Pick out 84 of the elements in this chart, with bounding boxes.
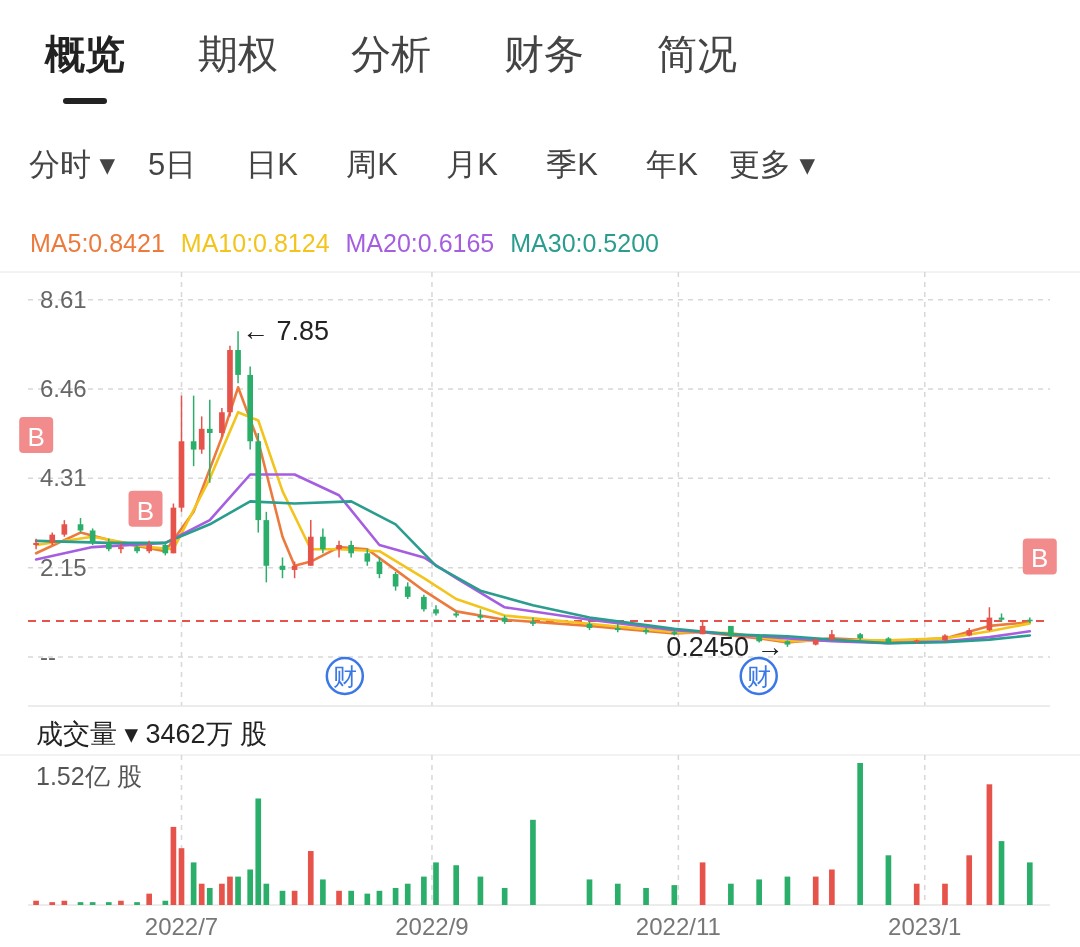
- bar: [728, 883, 734, 905]
- candlestick: [198, 415, 205, 455]
- bar: [756, 879, 762, 905]
- bar: [348, 890, 354, 905]
- bar: [320, 879, 326, 905]
- text: MA30:0.5200: [510, 229, 659, 257]
- text: MA10:0.8124: [180, 229, 330, 257]
- y-tick-label: 6.46: [40, 375, 87, 403]
- bar: [255, 798, 262, 905]
- annotation: B: [1031, 543, 1049, 574]
- bar: [219, 883, 225, 905]
- candlestick: [392, 571, 399, 592]
- bar: [247, 869, 253, 905]
- y-tick-label: 2.15: [40, 553, 87, 581]
- y-tick-label: --: [40, 643, 56, 671]
- bar: [134, 902, 140, 905]
- text: 5日: [147, 147, 197, 182]
- text: 概览: [44, 32, 125, 76]
- text: 周K: [346, 147, 399, 182]
- x-tick-label: 2022/11: [635, 913, 721, 940]
- text: MA5:0.8421: [30, 229, 165, 257]
- bar: [307, 851, 314, 905]
- bar: [206, 887, 213, 905]
- candlestick: [190, 394, 197, 467]
- bar: [586, 879, 593, 905]
- bar: [530, 819, 536, 905]
- text: 财务: [504, 32, 584, 76]
- candlestick: [33, 538, 39, 550]
- x-tick-label: 2023/1: [888, 913, 962, 940]
- y-tick-label: 8.61: [40, 285, 87, 313]
- bar: [913, 883, 920, 905]
- text: 简况: [657, 32, 737, 76]
- annotation: B: [136, 495, 155, 526]
- bar: [235, 876, 241, 905]
- candlestick: [206, 399, 213, 484]
- text: MA20:0.6165: [345, 229, 495, 257]
- text: 月K: [446, 147, 499, 182]
- candlestick: [614, 623, 621, 633]
- bar: [118, 900, 124, 905]
- bar: [89, 902, 96, 905]
- bar: [942, 883, 948, 905]
- bar: [33, 900, 39, 905]
- text: 更多 ▾: [728, 147, 816, 182]
- x-tick-label: 2022/7: [144, 913, 219, 940]
- bar: [643, 887, 649, 905]
- bar: [105, 902, 112, 905]
- candlestick: [530, 616, 536, 627]
- bar: [404, 883, 411, 905]
- bar: [453, 865, 460, 905]
- text: 分析: [351, 32, 431, 76]
- bar: [77, 902, 84, 905]
- bar: [227, 876, 233, 905]
- text: 季K: [546, 147, 599, 182]
- bar: [433, 862, 439, 905]
- bar: [146, 893, 153, 905]
- annotation: 财: [332, 663, 357, 690]
- text: 分时 ▾: [28, 147, 116, 182]
- bar: [614, 883, 621, 905]
- bar: [966, 855, 973, 905]
- bar: [49, 902, 56, 905]
- candlestick: [336, 540, 342, 559]
- bar: [198, 883, 205, 905]
- annotation: 1.52亿 股: [36, 762, 142, 790]
- bar: [812, 876, 819, 905]
- y-tick-label: 4.31: [40, 464, 87, 492]
- annotation: B: [27, 421, 45, 452]
- bar: [857, 763, 863, 905]
- annotation: 0.2450 →: [666, 631, 784, 662]
- bar: [364, 893, 371, 905]
- annotation: 财: [746, 663, 771, 690]
- annotation: ← 7.85: [242, 316, 330, 347]
- bar: [421, 876, 427, 905]
- bar: [829, 869, 835, 905]
- bar: [336, 890, 342, 905]
- candlestick: [320, 527, 326, 555]
- chart-title: 成交量 ▾ 3462万 股: [36, 719, 268, 749]
- candlestick: [118, 542, 124, 555]
- text: 年K: [646, 147, 699, 182]
- text: 日K: [246, 147, 299, 182]
- candlestick: [219, 407, 225, 438]
- x-tick-label: 2022/9: [395, 913, 469, 940]
- bar: [671, 885, 678, 905]
- text: 期权: [198, 32, 278, 76]
- bar: [1026, 862, 1033, 905]
